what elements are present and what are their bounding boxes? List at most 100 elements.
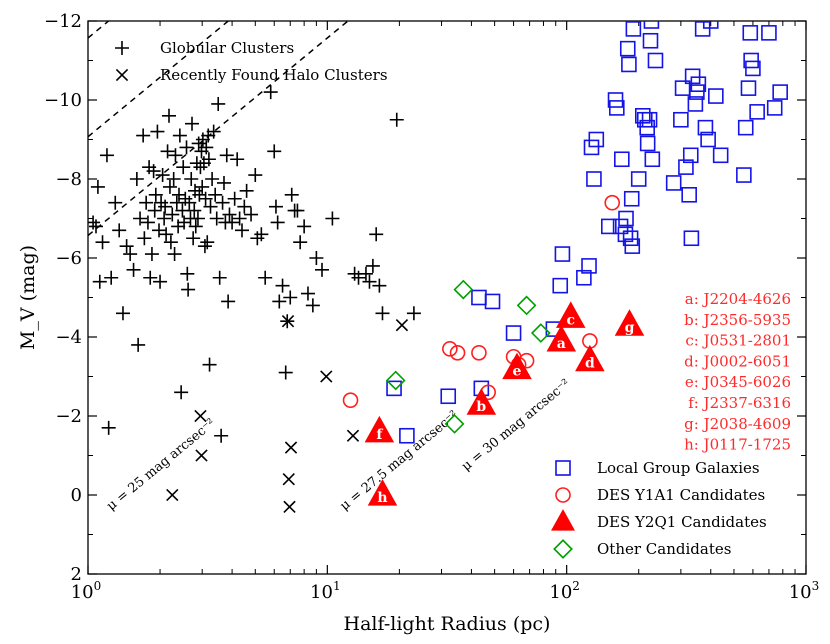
candidate-name: g: J2038-4609 <box>684 415 791 433</box>
plus-point <box>216 175 231 190</box>
plus-point <box>225 215 240 230</box>
square-point <box>625 21 642 37</box>
legend-label: Recently Found Halo Clusters <box>160 66 388 84</box>
square-point <box>761 25 777 41</box>
x-tick-label: 100 <box>71 579 102 603</box>
legend-marker-diamond <box>553 539 573 559</box>
cross-point <box>194 409 207 423</box>
plus-point <box>131 337 146 352</box>
x-tick-exponent: 0 <box>94 579 102 593</box>
cross-point <box>283 500 296 514</box>
square-point <box>588 131 605 148</box>
plus-point <box>283 290 298 305</box>
square-point <box>749 104 765 120</box>
triangle-letter: a <box>557 336 566 352</box>
triangle-point <box>614 309 645 336</box>
plus-point <box>171 187 186 202</box>
square-point <box>609 100 625 116</box>
plus-point <box>160 144 175 159</box>
x-tick-base: 10 <box>549 582 572 603</box>
square-point <box>641 111 658 128</box>
square-point <box>622 230 639 247</box>
plus-point <box>104 270 119 285</box>
x-tick-exponent: 1 <box>333 579 341 593</box>
plus-point <box>201 152 216 167</box>
triangle-letter: b <box>476 399 486 415</box>
circle-point <box>342 392 359 409</box>
plus-point <box>176 160 191 175</box>
y-tick-label: −4 <box>55 327 82 348</box>
plus-point <box>185 116 200 131</box>
triangle-letter: e <box>513 364 522 380</box>
guide-line-mu-27.5 <box>88 21 230 138</box>
plus-point <box>325 211 340 226</box>
guide-label-mu-30: μ = 30 mag arcsec⁻² <box>459 376 573 474</box>
plus-point <box>169 195 184 210</box>
plus-point <box>365 258 380 273</box>
triangle-letter: h <box>377 490 387 506</box>
legend-marker-circle <box>555 487 571 503</box>
y-tick-label: −12 <box>44 11 82 32</box>
square-point <box>607 92 624 108</box>
diamond-point <box>530 323 551 343</box>
plus-point <box>248 168 263 183</box>
plus-point <box>198 191 213 206</box>
plus-point <box>186 231 201 246</box>
square-point <box>740 80 757 96</box>
plus-point <box>119 239 134 254</box>
series-other-candidates <box>385 279 551 434</box>
x-tick-label: 103 <box>789 579 820 603</box>
plus-point <box>148 187 163 202</box>
x-tick-base: 10 <box>789 582 812 603</box>
plus-point <box>315 262 330 277</box>
plus-point <box>219 148 234 163</box>
x-tick-exponent: 3 <box>812 579 820 593</box>
plus-point <box>362 274 377 289</box>
plus-point <box>197 239 212 254</box>
plus-point <box>152 223 167 238</box>
square-point <box>687 96 704 112</box>
cross-point <box>320 370 333 383</box>
plus-point <box>230 152 245 167</box>
series-globular-clusters <box>88 85 421 443</box>
plus-point <box>221 294 236 309</box>
plus-point <box>278 365 293 380</box>
plus-point <box>305 298 320 313</box>
plus-point <box>272 294 287 309</box>
plus-point <box>157 211 172 226</box>
plus-point <box>168 148 183 163</box>
plus-point <box>178 191 193 206</box>
plus-point <box>235 223 249 238</box>
candidate-name-list: a: J2204-4626 b: J2356-5935 c: J0531-2801 d… <box>684 290 791 454</box>
plus-point <box>205 172 220 186</box>
plus-point <box>153 274 168 289</box>
guide-label-mu-27.5: μ = 27.5 mag arcsec⁻² <box>338 408 462 514</box>
square-point <box>712 147 729 164</box>
square-point <box>684 68 701 85</box>
square-point <box>690 76 707 92</box>
plus-point <box>187 203 202 218</box>
plus-point <box>139 195 154 210</box>
plus-point <box>165 207 180 222</box>
plus-point <box>166 172 181 186</box>
plus-point <box>268 199 283 214</box>
plus-point <box>179 140 194 155</box>
candidate-name: b: J2356-5935 <box>684 311 791 329</box>
square-point <box>643 21 660 29</box>
triangle-letter: c <box>566 312 575 328</box>
x-tick-base: 10 <box>71 582 94 603</box>
triangle-point <box>546 325 577 352</box>
plus-point <box>309 251 324 265</box>
candidate-name: f: J2337-6316 <box>688 394 791 412</box>
square-point <box>644 151 661 168</box>
legend-label: Globular Clusters <box>160 39 294 57</box>
plus-point <box>126 262 141 277</box>
plus-point <box>159 227 174 242</box>
square-point <box>623 190 640 207</box>
plus-point <box>163 235 178 250</box>
plus-point <box>214 428 229 443</box>
plus-point <box>406 306 421 321</box>
square-point <box>505 325 522 341</box>
